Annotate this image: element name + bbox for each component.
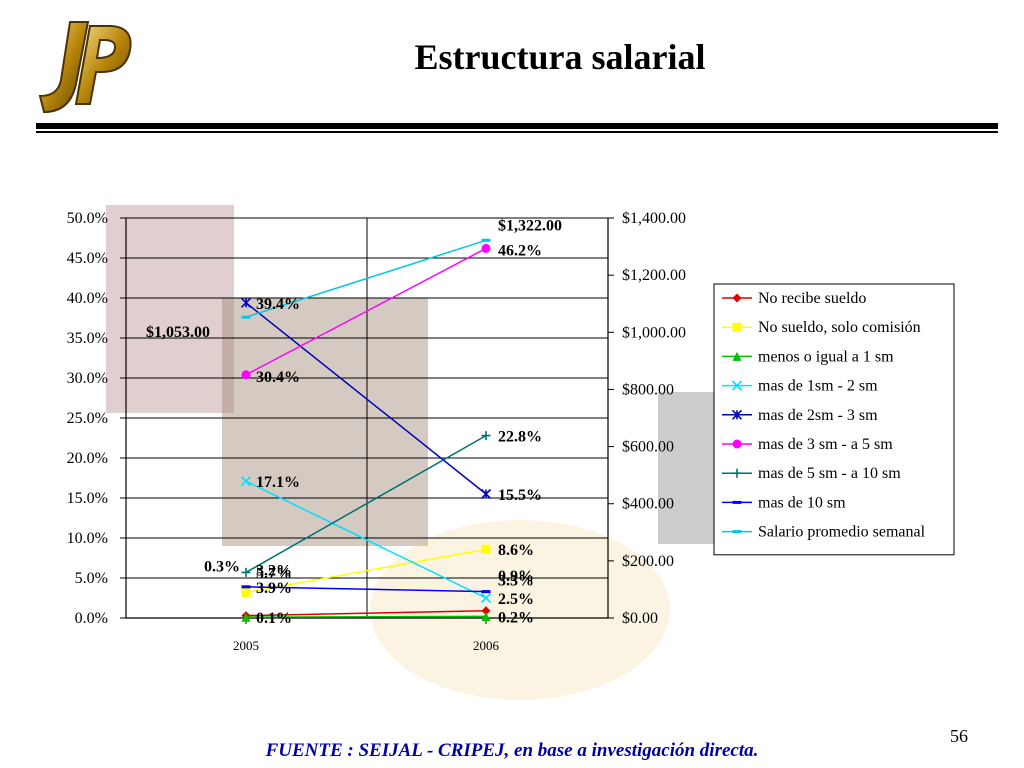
data-label: 5.7% (256, 565, 292, 582)
legend-entry: mas de 1sm - 2 sm (758, 378, 878, 395)
left-axis-tick-label: 45.0% (67, 250, 108, 267)
legend-entry: mas de 3 sm - a 5 sm (758, 436, 893, 453)
left-axis-tick-label: 25.0% (67, 410, 108, 427)
data-label: $1,322.00 (498, 217, 562, 234)
left-axis-tick-label: 30.0% (67, 370, 108, 387)
series-point (481, 238, 491, 242)
jp-logo (38, 21, 132, 114)
data-label: 15.5% (498, 487, 542, 504)
series-point (481, 544, 491, 554)
left-axis-tick-label: 20.0% (67, 450, 108, 467)
x-axis-category-label: 2005 (233, 638, 259, 653)
series-point (481, 590, 491, 594)
legend-entry: Salario promedio semanal (758, 524, 926, 541)
data-label: 22.8% (498, 429, 542, 446)
legend-box (713, 283, 955, 556)
chart-data-labels: 0.3% 0.9% 3.2% 8.6% 0.1% 0.2% 17.1% 2.5% 39.4% 15… (146, 217, 562, 627)
page-title: Estructura salarial (414, 37, 706, 77)
legend-swatch-marker (731, 380, 743, 391)
series-point (241, 587, 251, 597)
legend-entry: mas de 5 sm - a 10 sm (758, 465, 901, 482)
legend-swatch-marker (732, 322, 742, 332)
data-label: 46.2% (498, 242, 542, 259)
data-label: 2.5% (498, 591, 534, 608)
right-axis-tick-label: $600.00 (622, 439, 674, 456)
right-axis-tick-label: $1,200.00 (622, 267, 686, 284)
right-axis-tick-label: $0.00 (622, 610, 658, 627)
data-label: 0.2% (498, 609, 534, 626)
legend-swatch-marker (732, 351, 742, 361)
legend-entry: No sueldo, solo comisión (758, 319, 921, 336)
title-divider-thin (36, 131, 998, 133)
legend-swatch-marker (731, 409, 743, 420)
page-number: 56 (950, 726, 968, 746)
data-label: 3.3% (498, 573, 534, 590)
series-point (481, 606, 491, 616)
legend-entry: mas de 2sm - 3 sm (758, 407, 878, 424)
title-divider-thick (36, 123, 998, 129)
left-axis-tick-label: 15.0% (67, 490, 108, 507)
series-point (240, 297, 252, 308)
data-label: 0.1% (256, 610, 292, 627)
left-axis-tick-label: 5.0% (75, 570, 108, 587)
data-label: 39.4% (256, 296, 300, 313)
series-line (245, 302, 487, 495)
right-axis-tick-label: $800.00 (622, 381, 674, 398)
series-point (241, 585, 251, 589)
series-point (481, 431, 491, 441)
data-label: 17.1% (256, 474, 300, 491)
left-axis-tick-label: 10.0% (67, 530, 108, 547)
right-axis-tick-label: $1,000.00 (622, 324, 686, 341)
series-line (245, 586, 487, 593)
series-point (241, 315, 251, 319)
data-label: 0.3% (204, 559, 240, 576)
series-point (241, 612, 251, 622)
data-label: 3.2% (256, 562, 292, 579)
series-point (241, 370, 251, 380)
chart-legend: No recibe sueldo No sueldo, solo comisión… (713, 283, 955, 556)
right-axis-tick-label: $200.00 (622, 553, 674, 570)
series-point (481, 243, 491, 253)
legend-entry: menos o igual a 1 sm (758, 348, 894, 365)
right-axis-tick-label: $1,400.00 (622, 210, 686, 227)
legend-swatch-marker (732, 468, 742, 478)
series-point (240, 476, 252, 487)
series-line (245, 610, 487, 617)
series-point (481, 611, 491, 621)
series-line (245, 434, 487, 574)
series-point (241, 567, 251, 577)
legend-swatch-marker (732, 439, 742, 449)
data-label: $1,053.00 (146, 324, 210, 341)
chart-series (240, 238, 492, 622)
left-axis-tick-label: 50.0% (67, 210, 108, 227)
series-line (245, 548, 487, 594)
series-line (245, 480, 487, 599)
legend-entry: No recibe sueldo (758, 290, 866, 307)
data-label: 8.6% (498, 542, 534, 559)
legend-swatch-marker (732, 293, 742, 303)
series-line (245, 247, 487, 376)
data-label: 0.9% (498, 568, 534, 585)
series-point (480, 488, 492, 500)
legend-swatch-marker (732, 530, 742, 534)
x-axis-category-label: 2006 (473, 638, 500, 653)
data-label: 30.4% (256, 369, 300, 386)
legend-entry: mas de 10 sm (758, 494, 846, 511)
data-label: 3.9% (256, 580, 292, 597)
left-axis-tick-label: 0.0% (75, 610, 108, 627)
series-line (245, 239, 487, 318)
left-axis-tick-label: 35.0% (67, 330, 108, 347)
chart-axes: 0.0% 5.0% 10.0% 15.0% 20.0% 25.0% 30.0% 35.0% 40… (67, 210, 686, 653)
legend-swatch-marker (732, 500, 742, 504)
source-note: FUENTE : SEIJAL - CRIPEJ, en base a inve… (265, 740, 759, 761)
series-line (245, 615, 487, 618)
series-point (480, 592, 492, 604)
right-axis-tick-label: $400.00 (622, 496, 674, 513)
left-axis-tick-label: 40.0% (67, 290, 108, 307)
